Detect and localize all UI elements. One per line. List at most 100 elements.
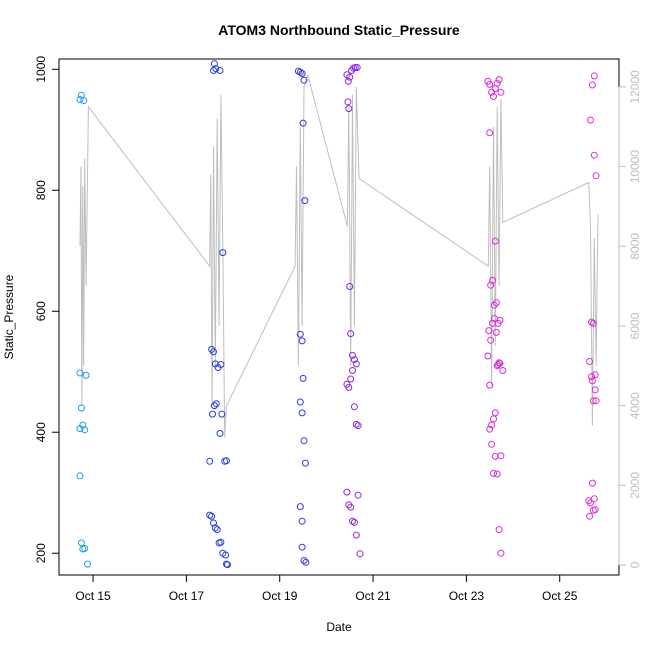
data-point xyxy=(487,281,495,289)
data-point xyxy=(76,425,84,433)
data-point xyxy=(298,543,306,551)
data-point xyxy=(77,404,85,412)
scatter-series-5 xyxy=(484,76,507,557)
data-point xyxy=(296,398,304,406)
x-tick-label: Oct 15 xyxy=(75,589,111,603)
scatter-series-4 xyxy=(343,64,364,558)
data-point xyxy=(346,283,354,290)
y-axis-label: Static_Pressure xyxy=(2,274,16,359)
y2-tick-label: 8000 xyxy=(628,233,642,260)
data-point xyxy=(301,197,309,205)
data-point xyxy=(485,327,493,335)
data-point xyxy=(497,549,505,557)
data-point xyxy=(347,330,355,338)
data-point xyxy=(352,420,360,428)
data-point xyxy=(350,518,358,526)
data-point xyxy=(218,410,226,418)
data-point xyxy=(492,328,500,336)
x-tick-label: Oct 19 xyxy=(262,589,298,603)
y2-tick-label: 6000 xyxy=(628,312,642,339)
data-point xyxy=(217,361,225,368)
x-axis: Oct 15 Oct 17 Oct 19 Oct 21 Oct 23 Oct 25 xyxy=(75,574,578,603)
data-point xyxy=(350,356,358,364)
data-point xyxy=(213,526,221,534)
data-point xyxy=(586,358,594,365)
data-point xyxy=(210,348,217,356)
data-point xyxy=(588,377,596,385)
x-tick-label: Oct 23 xyxy=(449,589,485,603)
data-point xyxy=(354,422,362,430)
data-point xyxy=(349,367,356,374)
data-point xyxy=(345,105,353,113)
data-point xyxy=(589,319,597,327)
scatter-series-3 xyxy=(294,67,310,566)
data-point xyxy=(350,403,358,411)
y2-tick-label: 2000 xyxy=(628,472,642,499)
data-point xyxy=(296,68,304,76)
data-point xyxy=(344,98,352,106)
data-point xyxy=(488,88,496,96)
data-point xyxy=(588,318,595,326)
scatter-series-2 xyxy=(206,60,231,569)
data-point xyxy=(211,524,219,532)
x-axis-label: Date xyxy=(326,620,352,634)
data-point xyxy=(221,457,229,465)
x-tick-label: Oct 17 xyxy=(169,589,205,603)
data-point xyxy=(301,459,309,467)
altitude-series-line xyxy=(79,73,599,438)
data-point xyxy=(346,73,354,81)
data-point xyxy=(591,506,599,514)
data-point xyxy=(486,80,494,88)
data-point xyxy=(82,371,90,379)
data-point xyxy=(296,503,304,511)
data-point xyxy=(209,410,216,418)
data-point xyxy=(76,472,84,480)
y-axis-left: 200 400 600 800 1000 xyxy=(34,56,60,563)
data-point xyxy=(216,429,224,437)
data-point xyxy=(206,457,214,465)
data-point xyxy=(491,237,499,245)
data-point xyxy=(497,452,505,460)
data-point xyxy=(495,76,503,84)
data-point xyxy=(353,64,361,71)
data-point xyxy=(224,561,231,569)
data-point xyxy=(484,352,492,360)
data-point xyxy=(300,437,308,445)
data-point xyxy=(488,421,496,429)
data-point xyxy=(489,276,496,284)
data-point xyxy=(299,374,307,382)
chart-title: ATOM3 Northbound Static_Pressure xyxy=(218,22,460,38)
data-point xyxy=(294,67,302,75)
data-point xyxy=(299,119,307,127)
plot-frame xyxy=(58,58,620,576)
data-point xyxy=(486,381,494,389)
x-tick-label: Oct 25 xyxy=(542,589,578,603)
data-point xyxy=(81,544,89,552)
data-point xyxy=(349,517,356,525)
data-point xyxy=(499,367,507,374)
data-point xyxy=(302,558,310,566)
data-point xyxy=(356,550,364,558)
data-point xyxy=(345,384,353,391)
data-point xyxy=(592,397,600,405)
y2-tick-label: 12000 xyxy=(628,70,642,104)
scatter-series-6 xyxy=(585,72,600,520)
data-point xyxy=(347,375,355,383)
data-point xyxy=(347,503,355,511)
data-point xyxy=(495,526,503,534)
y2-tick-label: 0 xyxy=(628,561,642,568)
y-tick-label: 800 xyxy=(34,180,48,200)
data-point xyxy=(352,531,360,539)
data-point xyxy=(298,409,306,417)
data-point xyxy=(343,488,351,496)
data-point xyxy=(212,400,220,408)
data-point xyxy=(219,249,227,257)
data-point xyxy=(300,557,308,564)
data-point xyxy=(587,116,594,124)
altitude-line-layer xyxy=(79,73,599,438)
y-tick-label: 400 xyxy=(34,422,48,442)
data-point xyxy=(206,511,214,519)
data-point xyxy=(486,425,494,433)
scatter-series-1 xyxy=(76,91,91,568)
